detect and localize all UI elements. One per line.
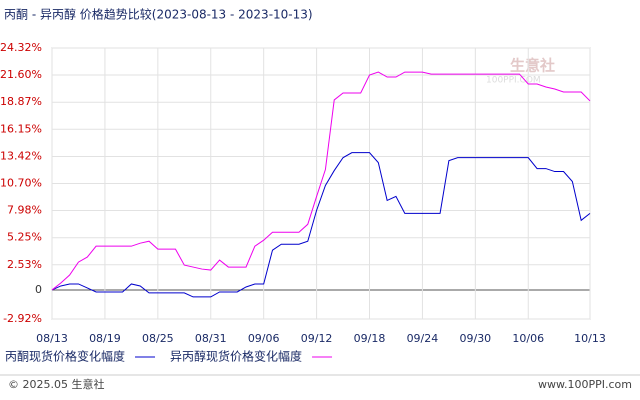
y-tick-label: 10.70% (0, 177, 42, 190)
x-tick-label: 09/30 (459, 332, 491, 345)
y-tick-label: 16.15% (0, 122, 42, 135)
y-tick-label: 24.32% (0, 41, 42, 54)
x-tick-label: 08/25 (142, 332, 174, 345)
x-tick-label: 09/06 (248, 332, 280, 345)
series-line (51, 152, 591, 298)
x-tick-label: 09/24 (407, 332, 439, 345)
x-tick-label: 08/31 (195, 332, 227, 345)
chart-title: 丙酮 - 异丙醇 价格趋势比较(2023-08-13 - 2023-10-13) (4, 7, 313, 22)
series-line (51, 71, 591, 291)
y-tick-label: 5.25% (7, 231, 42, 244)
y-tick-label: 18.87% (0, 95, 42, 108)
watermark: 100PPI.COM (486, 76, 541, 86)
x-tick-label: 08/13 (36, 332, 68, 345)
y-tick-label: 13.42% (0, 149, 42, 162)
y-tick-label: 0 (35, 283, 42, 296)
watermark: 生意社 (510, 57, 555, 75)
x-tick-label: 09/12 (301, 332, 333, 345)
x-tick-label: 10/06 (512, 332, 544, 345)
y-tick-label: 7.98% (7, 204, 42, 217)
footer-right: www.100PPI.com (538, 378, 632, 391)
legend-label: 丙酮现货价格变化幅度 (5, 349, 125, 364)
x-tick-label: 10/13 (574, 332, 606, 345)
y-tick-label: -2.92% (3, 312, 42, 325)
x-tick-label: 09/18 (354, 332, 386, 345)
y-tick-label: 2.53% (7, 258, 42, 271)
y-tick-label: 21.60% (0, 68, 42, 81)
legend-label: 异丙醇现货价格变化幅度 (170, 349, 302, 364)
x-tick-label: 08/19 (89, 332, 121, 345)
footer-left: © 2025.05 生意社 (8, 377, 104, 391)
